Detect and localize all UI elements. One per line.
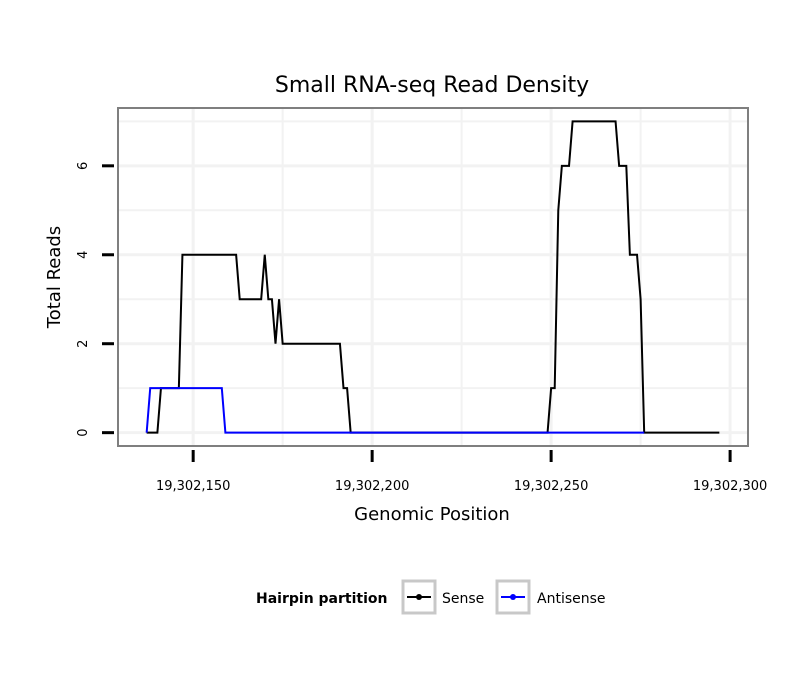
legend-item-antisense: Antisense <box>495 579 606 615</box>
x-axis-title: Genomic Position <box>354 504 510 525</box>
y-tick-label: 4 <box>76 251 91 259</box>
legend: Hairpin partition Sense Antisense <box>256 579 606 615</box>
series-layer <box>145 120 720 434</box>
legend-marker-antisense <box>510 594 516 600</box>
axes: 19,302,150 19,302,200 19,302,250 19,302,300… <box>76 162 767 494</box>
x-tick-label: 19,302,300 <box>693 479 767 494</box>
y-axis-title: Total Reads <box>44 226 65 329</box>
series-line-antisense <box>145 387 645 434</box>
chart-title: Small RNA-seq Read Density <box>275 73 589 98</box>
legend-label-sense: Sense <box>442 591 484 607</box>
y-tick-label: 6 <box>76 162 91 170</box>
x-tick-label: 19,302,150 <box>156 479 230 494</box>
plot-border <box>117 107 749 447</box>
legend-label-antisense: Antisense <box>537 591 606 607</box>
legend-marker-sense <box>416 594 422 600</box>
legend-title: Hairpin partition <box>256 591 387 607</box>
series-line-sense <box>146 120 720 434</box>
y-tick-label: 2 <box>76 340 91 348</box>
plot-panel <box>118 108 748 446</box>
x-tick-label: 19,302,250 <box>514 479 588 494</box>
y-tick-label: 0 <box>76 429 91 437</box>
legend-item-sense: Sense <box>401 579 484 615</box>
x-tick-label: 19,302,200 <box>335 479 409 494</box>
